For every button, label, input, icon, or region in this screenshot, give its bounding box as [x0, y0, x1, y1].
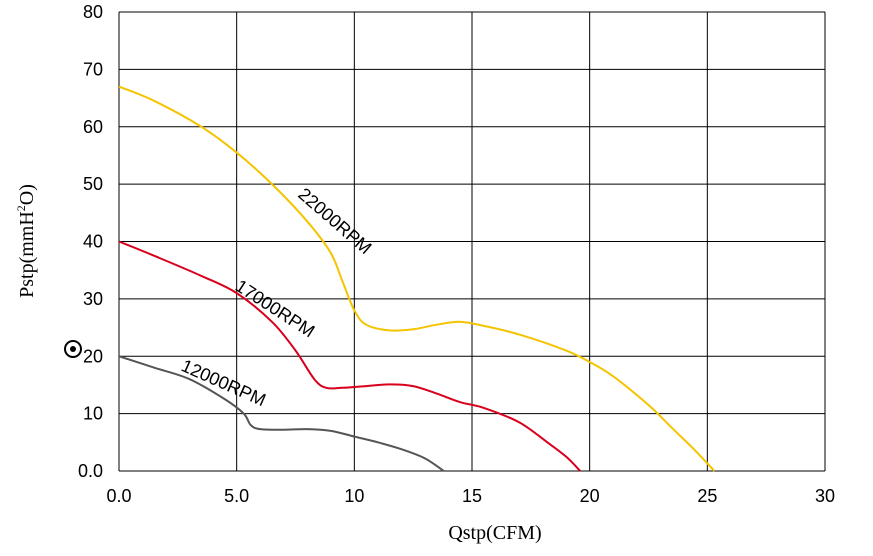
- series-line-17000rpm: [118, 240, 581, 472]
- series-line-22000rpm: [118, 85, 716, 472]
- y-tick-label: 30: [83, 289, 103, 309]
- x-tick-label: 15: [462, 486, 482, 506]
- curve-label-17000rpm: 17000RPM: [232, 276, 318, 342]
- y-tick-label: 40: [83, 232, 103, 252]
- curve-label-12000rpm: 12000RPM: [178, 355, 268, 410]
- tick-labels: 0.0 5.0 10 15 20 25 30 0.0 10 20 30 40 50 60 70 80: [78, 2, 835, 506]
- y-tick-label: 50: [83, 174, 103, 194]
- series-line-12000rpm: [118, 355, 445, 472]
- x-tick-label: 5.0: [224, 486, 249, 506]
- x-tick-label: 25: [697, 486, 717, 506]
- y-tick-label: 70: [83, 59, 103, 79]
- x-tick-label: 30: [815, 486, 835, 506]
- y-tick-label: 60: [83, 117, 103, 137]
- target-icon: [64, 340, 82, 358]
- y-tick-label: 0.0: [78, 461, 103, 481]
- y-tick-label: 10: [83, 404, 103, 424]
- x-tick-label: 10: [344, 486, 364, 506]
- x-axis-title: Qstp(CFM): [448, 522, 541, 544]
- x-tick-label: 0.0: [106, 486, 131, 506]
- y-tick-label: 80: [83, 2, 103, 22]
- x-tick-label: 20: [580, 486, 600, 506]
- curves: [118, 85, 716, 472]
- y-axis-title: Pstp(mmH2O): [14, 184, 38, 298]
- grid: [118, 11, 826, 472]
- y-tick-label: 20: [83, 346, 103, 366]
